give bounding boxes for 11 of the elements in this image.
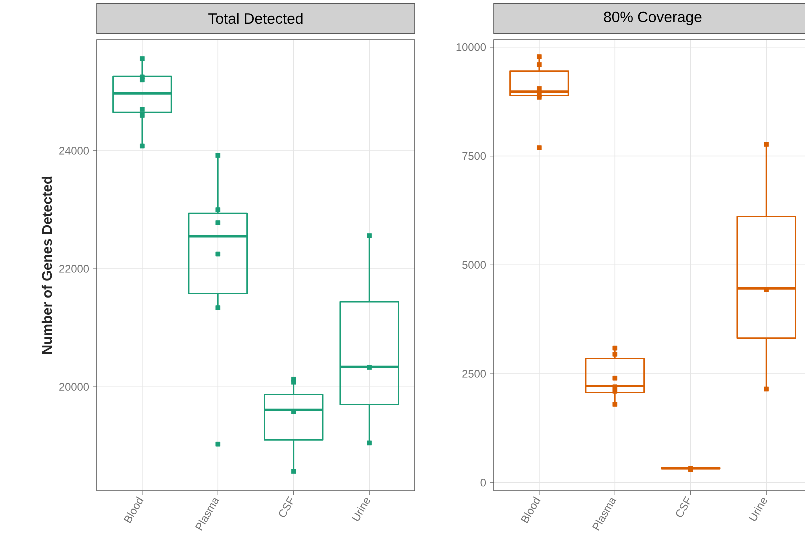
y-tick-label: 22000 xyxy=(60,265,90,273)
y-axis-title: Number of Genes Detected xyxy=(42,176,52,354)
y-tick-label: 2500 xyxy=(462,370,486,378)
y-tick-label: 5000 xyxy=(462,261,486,270)
chart-title: 80% Coverage xyxy=(604,12,702,26)
y-tick-label: 10000 xyxy=(456,44,486,52)
y-tick-label: 7500 xyxy=(462,152,486,160)
chart-title: Total Detected xyxy=(208,13,303,24)
y-tick-label: 20000 xyxy=(60,383,90,391)
y-tick-label: 0 xyxy=(480,479,486,487)
y-tick-label: 24000 xyxy=(60,147,90,155)
